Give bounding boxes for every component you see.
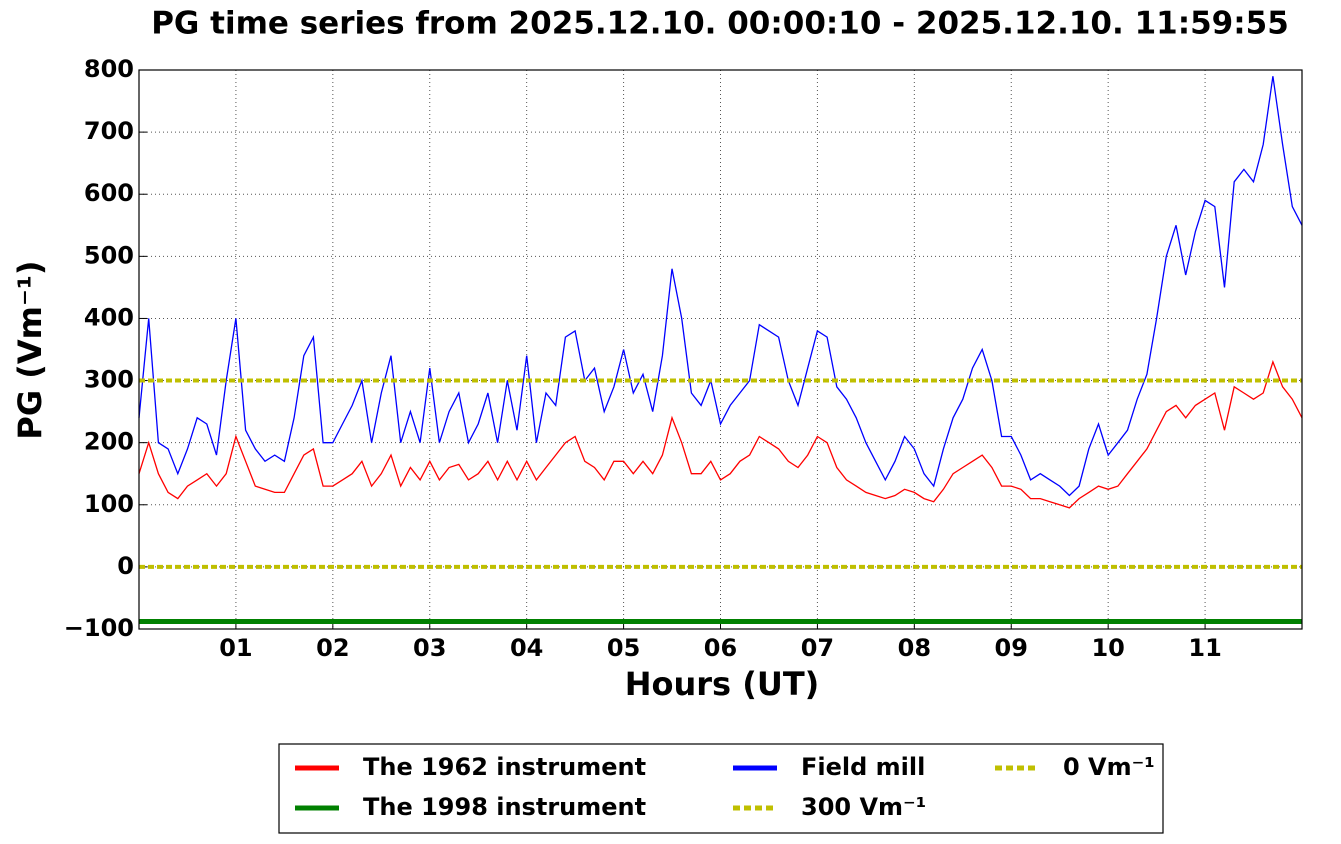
y-tick-label: −100 xyxy=(64,614,134,642)
chart-title: PG time series from 2025.12.10. 00:00:10… xyxy=(151,6,1289,42)
series-line xyxy=(138,359,1303,509)
x-tick-label: 06 xyxy=(704,634,737,662)
x-tick-label: 11 xyxy=(1188,634,1221,662)
x-tick-label: 09 xyxy=(995,634,1028,662)
x-tick-label: 08 xyxy=(898,634,931,662)
legend-label: The 1998 instrument xyxy=(363,793,646,821)
y-tick-label: 800 xyxy=(84,55,134,83)
legend-label: 0 Vm⁻¹ xyxy=(1063,753,1155,781)
legend-box xyxy=(278,743,1164,834)
x-tick-label: 04 xyxy=(510,634,543,662)
plot-frame xyxy=(138,69,1303,630)
y-tick-label: 100 xyxy=(84,490,134,518)
x-tick-label: 07 xyxy=(801,634,834,662)
y-tick-label: 500 xyxy=(84,241,134,269)
x-tick-label: 01 xyxy=(219,634,252,662)
x-tick-label: 03 xyxy=(413,634,446,662)
y-tick-label: 600 xyxy=(84,179,134,207)
y-tick-label: 400 xyxy=(84,303,134,331)
y-tick-label: 300 xyxy=(84,366,134,394)
x-tick-label: 10 xyxy=(1091,634,1124,662)
y-tick-label: 0 xyxy=(117,552,134,580)
legend-label: 300 Vm⁻¹ xyxy=(801,793,926,821)
y-tick-label: 200 xyxy=(84,428,134,456)
legend-label: Field mill xyxy=(801,753,925,781)
series-line xyxy=(138,76,1303,497)
y-tick-label: 700 xyxy=(84,117,134,145)
x-tick-label: 02 xyxy=(316,634,349,662)
y-axis-label: PG (Vm⁻¹) xyxy=(11,260,49,439)
x-axis-label: Hours (UT) xyxy=(625,665,820,703)
x-tick-label: 05 xyxy=(607,634,640,662)
legend-label: The 1962 instrument xyxy=(363,753,646,781)
